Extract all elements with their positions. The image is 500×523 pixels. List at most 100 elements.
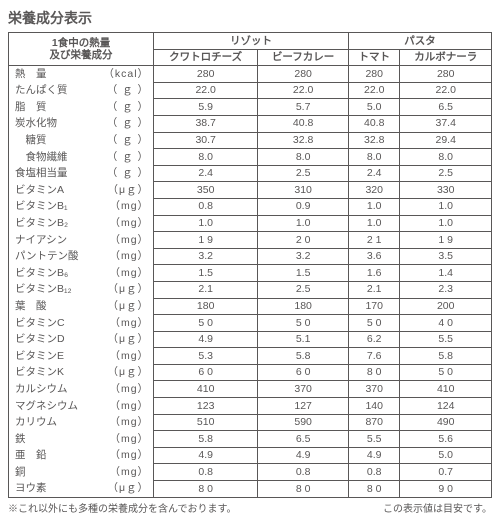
- cell: 510: [154, 414, 258, 431]
- cell: 2.4: [348, 165, 399, 182]
- cell: 22.0: [154, 82, 258, 99]
- cell: 6.2: [348, 331, 399, 348]
- row-label: ビタミンA（μｇ）: [9, 182, 154, 199]
- cell: 2.5: [400, 165, 492, 182]
- cell: 0.8: [348, 464, 399, 481]
- cell: 1.0: [400, 198, 492, 215]
- row-label: ナイアシン（mg）: [9, 232, 154, 249]
- cell: 180: [154, 298, 258, 315]
- cell: 6 0: [154, 364, 258, 381]
- cell: 5.6: [400, 431, 492, 448]
- cell: 170: [348, 298, 399, 315]
- cell: 410: [154, 381, 258, 398]
- cell: 30.7: [154, 132, 258, 149]
- header-group-1: パスタ: [348, 33, 491, 50]
- cell: 0.7: [400, 464, 492, 481]
- row-label: ビタミンB₂（mg）: [9, 215, 154, 232]
- cell: 5.5: [400, 331, 492, 348]
- cell: 3.6: [348, 248, 399, 265]
- row-label: たんぱく質（ ｇ ）: [9, 82, 154, 99]
- row-label: ビタミンB₁₂（μｇ）: [9, 281, 154, 298]
- header-row-label: 1食中の熱量 及び栄養成分: [9, 33, 154, 66]
- cell: 1.5: [258, 265, 349, 282]
- cell: 280: [154, 66, 258, 83]
- row-label: ヨウ素（μｇ）: [9, 481, 154, 498]
- cell: 5.3: [154, 348, 258, 365]
- cell: 32.8: [258, 132, 349, 149]
- cell: 5 0: [348, 315, 399, 332]
- cell: 8.0: [348, 149, 399, 166]
- cell: 1.0: [400, 215, 492, 232]
- table-title: 栄養成分表示: [8, 8, 492, 28]
- cell: 1.0: [348, 215, 399, 232]
- row-label: 食物繊維（ ｇ ）: [9, 149, 154, 166]
- row-label: ビタミンD（μｇ）: [9, 331, 154, 348]
- cell: 123: [154, 398, 258, 415]
- cell: 350: [154, 182, 258, 199]
- cell: 8.0: [154, 149, 258, 166]
- cell: 1.4: [400, 265, 492, 282]
- cell: 2.3: [400, 281, 492, 298]
- cell: 5.1: [258, 331, 349, 348]
- header-variant-2: トマト: [348, 49, 399, 66]
- nutrition-table: 1食中の熱量 及び栄養成分 リゾット パスタ クワトロチーズ ビーフカレー トマ…: [8, 32, 492, 498]
- row-label: ビタミンE（mg）: [9, 348, 154, 365]
- cell: 5 0: [400, 364, 492, 381]
- cell: 40.8: [258, 115, 349, 132]
- row-label: 糖質（ ｇ ）: [9, 132, 154, 149]
- cell: 9 0: [400, 481, 492, 498]
- header-group-0: リゾット: [154, 33, 349, 50]
- cell: 320: [348, 182, 399, 199]
- cell: 2.5: [258, 165, 349, 182]
- cell: 2.1: [154, 281, 258, 298]
- row-label: 鉄（mg）: [9, 431, 154, 448]
- row-label: ビタミンB₆（mg）: [9, 265, 154, 282]
- row-label: 銅（mg）: [9, 464, 154, 481]
- cell: 22.0: [400, 82, 492, 99]
- cell: 2.5: [258, 281, 349, 298]
- cell: 8 0: [258, 481, 349, 498]
- row-label: ビタミンK（μｇ）: [9, 364, 154, 381]
- cell: 32.8: [348, 132, 399, 149]
- cell: 280: [258, 66, 349, 83]
- cell: 310: [258, 182, 349, 199]
- cell: 5.7: [258, 99, 349, 116]
- cell: 1.0: [154, 215, 258, 232]
- row-label: カルシウム（mg）: [9, 381, 154, 398]
- cell: 370: [348, 381, 399, 398]
- cell: 0.8: [258, 464, 349, 481]
- cell: 1 9: [400, 232, 492, 249]
- row-label: 亜 鉛（mg）: [9, 447, 154, 464]
- header-variant-3: カルボナーラ: [400, 49, 492, 66]
- footer-right: この表示値は目安です。: [383, 500, 492, 515]
- footer-left: ※これ以外にも多種の栄養成分を含んでおります。: [8, 500, 237, 515]
- cell: 5 0: [258, 315, 349, 332]
- cell: 3.2: [258, 248, 349, 265]
- row-label: カリウム（mg）: [9, 414, 154, 431]
- cell: 410: [400, 381, 492, 398]
- cell: 590: [258, 414, 349, 431]
- cell: 3.5: [400, 248, 492, 265]
- cell: 8 0: [348, 481, 399, 498]
- footer: ※これ以外にも多種の栄養成分を含んでおります。 この表示値は目安です。: [8, 500, 492, 515]
- cell: 1 9: [154, 232, 258, 249]
- cell: 7.6: [348, 348, 399, 365]
- cell: 4 0: [400, 315, 492, 332]
- row-label: ビタミンC（mg）: [9, 315, 154, 332]
- cell: 37.4: [400, 115, 492, 132]
- cell: 127: [258, 398, 349, 415]
- row-label: 食塩相当量（ ｇ ）: [9, 165, 154, 182]
- cell: 6.5: [400, 99, 492, 116]
- cell: 0.8: [154, 464, 258, 481]
- cell: 180: [258, 298, 349, 315]
- cell: 22.0: [258, 82, 349, 99]
- cell: 490: [400, 414, 492, 431]
- row-label: パントテン酸（mg）: [9, 248, 154, 265]
- cell: 2.1: [348, 281, 399, 298]
- cell: 370: [258, 381, 349, 398]
- cell: 5.0: [400, 447, 492, 464]
- cell: 5.8: [400, 348, 492, 365]
- cell: 3.2: [154, 248, 258, 265]
- cell: 38.7: [154, 115, 258, 132]
- cell: 2 1: [348, 232, 399, 249]
